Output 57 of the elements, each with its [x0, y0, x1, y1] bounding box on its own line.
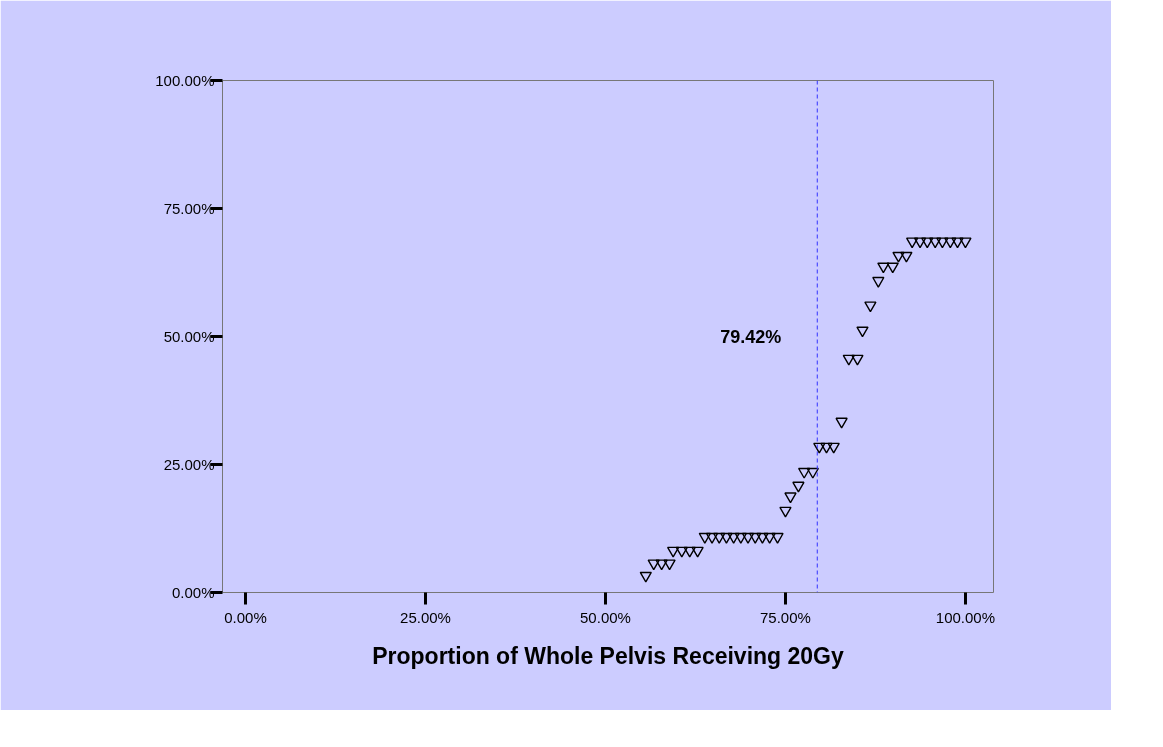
point — [720, 532, 733, 544]
point — [675, 546, 688, 558]
y-tick-label: 25.00% — [163, 456, 215, 473]
point — [864, 301, 877, 313]
point — [734, 532, 748, 544]
point — [944, 237, 957, 249]
point — [820, 442, 833, 454]
x-tick-label: 50.00% — [580, 608, 631, 626]
point — [792, 481, 805, 493]
point — [727, 532, 740, 544]
point — [959, 237, 972, 249]
point — [951, 237, 964, 249]
y-tick-label: 0.00% — [171, 584, 215, 601]
y-tick-label: 75.00% — [163, 200, 215, 217]
point — [698, 532, 712, 544]
x-tick-label: 0.00% — [224, 608, 267, 626]
point — [913, 237, 927, 249]
point — [647, 559, 660, 571]
point — [835, 417, 848, 429]
x-tick-label: 75.00% — [760, 608, 811, 626]
ref-line-label: 79.42% — [720, 326, 782, 347]
point — [741, 532, 755, 544]
point — [763, 532, 776, 544]
point — [827, 442, 840, 454]
point — [877, 262, 890, 274]
x-tick-label: 100.00% — [935, 608, 996, 626]
point — [928, 237, 942, 249]
x-axis-title: Proportion of Whole Pelvis Receiving 20Gy — [372, 642, 845, 669]
y-tick-label: 100.00% — [155, 72, 215, 89]
point — [771, 532, 784, 544]
point — [892, 251, 905, 263]
point — [749, 532, 762, 544]
point — [713, 532, 726, 544]
point — [856, 326, 869, 338]
point — [683, 546, 696, 558]
point — [900, 251, 913, 263]
point — [921, 237, 934, 249]
point — [779, 506, 792, 518]
point — [851, 354, 864, 366]
point — [666, 546, 680, 558]
x-tick-label: 25.00% — [400, 608, 451, 626]
point — [691, 546, 704, 558]
point — [639, 571, 652, 583]
point — [806, 467, 820, 479]
point — [872, 276, 885, 288]
point — [784, 492, 797, 504]
point — [756, 532, 769, 544]
point — [905, 237, 919, 249]
point — [886, 262, 899, 274]
point — [797, 467, 811, 479]
point — [813, 442, 826, 454]
point — [936, 237, 949, 249]
point — [663, 559, 676, 571]
point — [655, 559, 668, 571]
point — [842, 354, 855, 366]
y-tick-label: 50.00% — [163, 328, 215, 345]
point — [705, 532, 719, 544]
